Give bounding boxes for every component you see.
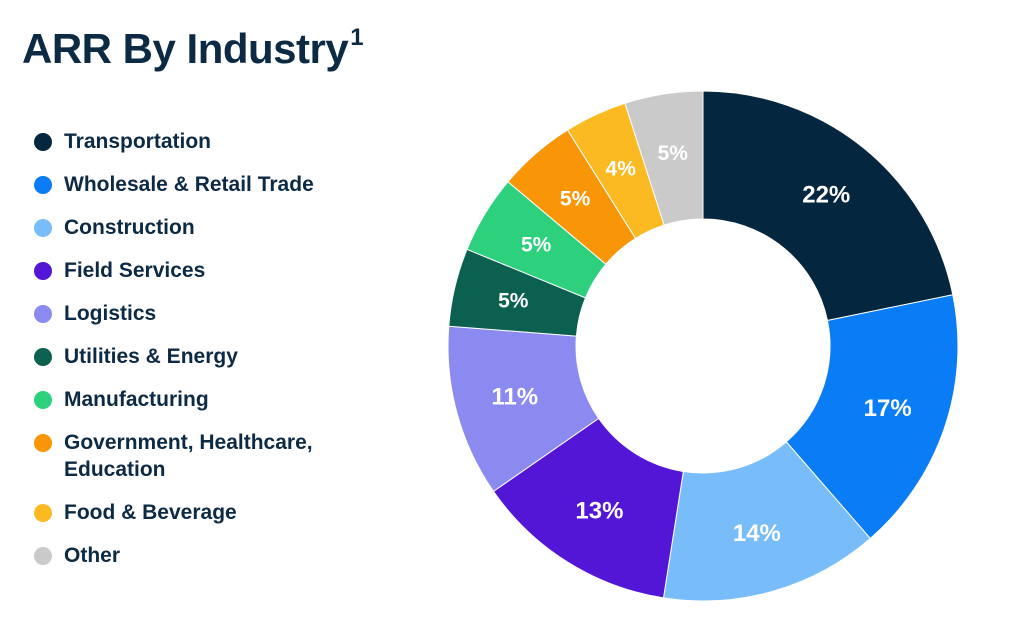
slice-value-label: 17% — [864, 395, 912, 422]
legend-item: Utilities & Energy — [34, 343, 364, 370]
legend-label: Transportation — [64, 130, 212, 153]
title-footnote: 1 — [350, 24, 364, 51]
slice-value-label: 5% — [658, 142, 689, 165]
legend-label: Utilities & Energy — [64, 345, 238, 368]
legend-label: Food & Beverage — [64, 501, 237, 524]
slice-value-label: 22% — [802, 181, 850, 208]
pie-slice — [702, 90, 954, 322]
legend-item: Food & Beverage — [34, 499, 364, 526]
legend-label: Wholesale & Retail Trade — [64, 173, 314, 196]
chart-legend: Transportation Wholesale & Retail Trade Co… — [34, 128, 364, 585]
pie-slice — [785, 294, 959, 540]
legend-swatch — [34, 133, 52, 151]
legend-swatch — [34, 434, 52, 452]
legend-label: Manufacturing — [64, 388, 209, 411]
chart-title-text: ARR By Industry — [22, 25, 349, 72]
legend-item: Other — [34, 542, 364, 569]
legend-swatch — [34, 176, 52, 194]
slice-value-label: 11% — [491, 383, 538, 410]
donut-chart: 22% 17% 14% 13% 11% 5% 5% 5% 4% 5% — [447, 90, 959, 602]
legend-swatch — [34, 547, 52, 565]
legend-swatch — [34, 348, 52, 366]
legend-label: Other — [64, 544, 121, 567]
legend-swatch — [34, 504, 52, 522]
legend-swatch — [34, 219, 52, 237]
legend-label: Construction — [64, 216, 195, 239]
chart-title: ARR By Industry1 — [22, 24, 364, 73]
slice-value-label: 4% — [606, 158, 637, 181]
slice-value-label: 14% — [733, 520, 781, 547]
slice-value-label: 5% — [498, 289, 529, 312]
pie-slice — [624, 90, 704, 226]
pie-slice — [492, 417, 684, 599]
legend-item: Wholesale & Retail Trade — [34, 171, 364, 198]
legend-item: Manufacturing — [34, 386, 364, 413]
legend-swatch — [34, 305, 52, 323]
legend-item: Field Services — [34, 257, 364, 284]
slice-value-label: 5% — [560, 187, 591, 210]
legend-label: Logistics — [64, 302, 157, 325]
legend-swatch — [34, 391, 52, 409]
legend-label: Government, Healthcare, Education — [64, 431, 313, 481]
slice-value-label: 13% — [575, 498, 623, 525]
legend-item: Construction — [34, 214, 364, 241]
legend-item: Government, Healthcare, Education — [34, 429, 364, 483]
slice-value-label: 5% — [521, 234, 552, 257]
legend-swatch — [34, 262, 52, 280]
legend-item: Transportation — [34, 128, 364, 155]
legend-item: Logistics — [34, 300, 364, 327]
legend-label: Field Services — [64, 259, 206, 282]
pie-slice — [662, 441, 871, 602]
